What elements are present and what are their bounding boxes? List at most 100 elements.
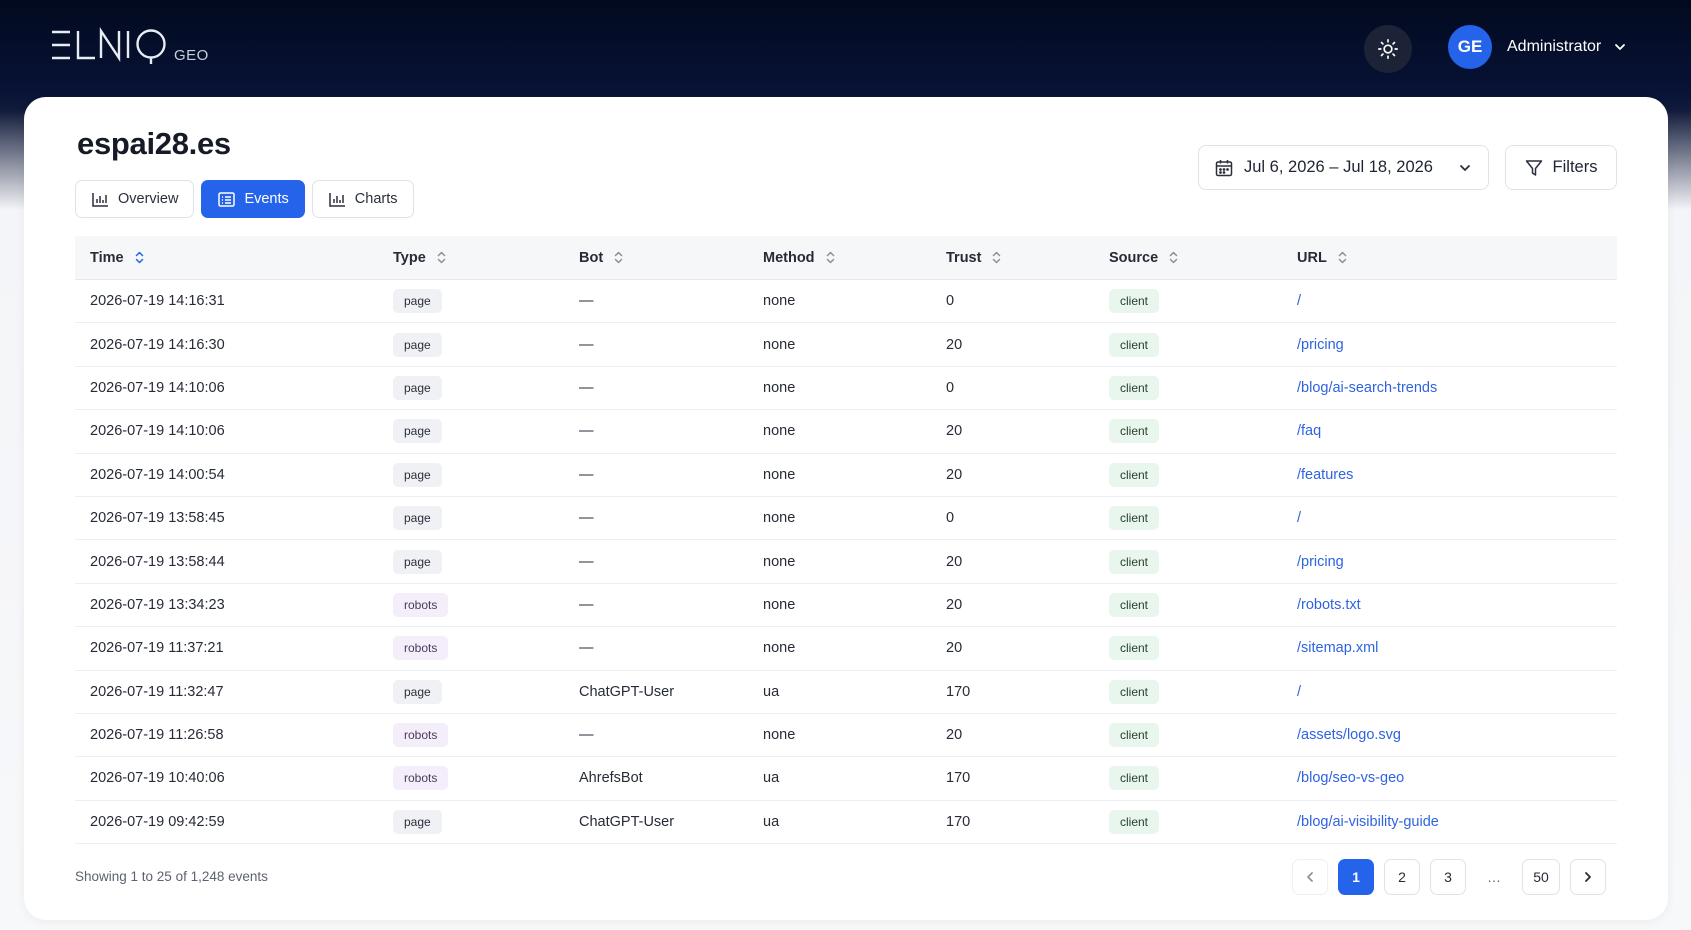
source-badge: client xyxy=(1109,332,1160,357)
page-ellipsis: … xyxy=(1476,859,1512,895)
table-row[interactable]: 2026-07-19 09:42:59 page ChatGPT-User ua 170… xyxy=(75,801,1617,845)
table-row[interactable]: 2026-07-19 11:37:21 robots — none 20 client/s… xyxy=(75,627,1617,671)
page-button[interactable]: 2 xyxy=(1384,859,1420,895)
table-row[interactable]: 2026-07-19 14:10:06 page — none 20 client/faq xyxy=(75,410,1617,454)
tab-charts-label: Charts xyxy=(354,191,398,207)
tab-overview[interactable]: Overview xyxy=(75,180,195,218)
cell-type: page xyxy=(393,506,579,531)
column-header-time[interactable]: Time xyxy=(75,250,393,266)
cell-trust: 20 xyxy=(946,553,963,570)
cell-source: client xyxy=(1109,419,1297,444)
table-row[interactable]: 2026-07-19 13:58:44 page — none 20 client/pri… xyxy=(75,540,1617,584)
page-title: espai28.es xyxy=(77,126,231,161)
table-row[interactable]: 2026-07-19 11:32:47 page ChatGPT-User ua 170… xyxy=(75,671,1617,714)
sort-icon xyxy=(1338,251,1347,264)
cell-time: 2026-07-19 14:16:30 xyxy=(90,336,225,353)
url-link[interactable]: / xyxy=(1297,683,1302,700)
cell-method: ua xyxy=(763,813,780,830)
type-badge: page xyxy=(393,332,442,357)
cell-method: none xyxy=(763,423,796,440)
next-page-button[interactable] xyxy=(1570,859,1606,895)
cell-url: /assets/logo.svg xyxy=(1297,727,1617,743)
url-link[interactable]: /faq xyxy=(1297,423,1322,440)
chevron-left-icon xyxy=(1307,872,1313,882)
cell-trust: 0 xyxy=(946,293,955,310)
url-link[interactable]: /robots.txt xyxy=(1297,596,1361,613)
cell-source: client xyxy=(1109,723,1297,748)
url-link[interactable]: /sitemap.xml xyxy=(1297,640,1379,657)
user-menu[interactable]: GE Administrator xyxy=(1448,25,1627,69)
logo-mark xyxy=(52,27,166,64)
cell-time: 2026-07-19 14:00:54 xyxy=(90,466,225,483)
table-row[interactable]: 2026-07-19 14:16:30 page — none 20 client/pri… xyxy=(75,323,1617,367)
cell-time: 2026-07-19 09:42:59 xyxy=(90,813,225,830)
url-link[interactable]: /blog/seo-vs-geo xyxy=(1297,770,1405,787)
type-badge: page xyxy=(393,549,442,574)
cell-time: 2026-07-19 14:16:31 xyxy=(90,293,225,310)
sort-icon xyxy=(135,251,143,264)
cell-type: page xyxy=(393,289,579,314)
cell-url: /blog/seo-vs-geo xyxy=(1297,770,1617,786)
url-link[interactable]: /assets/logo.svg xyxy=(1297,727,1401,744)
cell-trust: 170 xyxy=(946,770,971,787)
page-button[interactable]: 3 xyxy=(1430,859,1466,895)
column-header-url[interactable]: URL xyxy=(1297,250,1617,266)
sort-icon xyxy=(614,251,623,264)
column-header-source[interactable]: Source xyxy=(1109,250,1297,266)
cell-bot: ChatGPT-User xyxy=(579,683,675,700)
url-link[interactable]: /features xyxy=(1297,466,1354,483)
url-link[interactable]: /pricing xyxy=(1297,553,1344,570)
cell-source: client xyxy=(1109,506,1297,531)
column-header-method[interactable]: Method xyxy=(763,250,946,266)
tab-events[interactable]: Events xyxy=(201,180,305,218)
url-link[interactable]: /blog/ai-visibility-guide xyxy=(1297,813,1439,830)
sort-icon xyxy=(993,251,1001,264)
cell-trust: 170 xyxy=(946,813,971,830)
logo-sub: GEO xyxy=(174,47,209,64)
tab-events-label: Events xyxy=(244,191,289,207)
filters-button[interactable]: Filters xyxy=(1505,145,1617,190)
source-badge: client xyxy=(1109,462,1160,487)
cell-url: / xyxy=(1297,510,1617,526)
column-header-type[interactable]: Type xyxy=(393,250,579,266)
cell-source: client xyxy=(1109,332,1297,357)
page-button[interactable]: 50 xyxy=(1522,859,1560,895)
cell-trust: 170 xyxy=(946,683,971,700)
table-row[interactable]: 2026-07-19 11:26:58 robots — none 20 client/a… xyxy=(75,714,1617,758)
table-row[interactable]: 2026-07-19 14:10:06 page — none 0 client/blog… xyxy=(75,367,1617,411)
page-button[interactable]: 1 xyxy=(1338,859,1374,895)
prev-page-button[interactable] xyxy=(1292,859,1328,895)
url-link[interactable]: /blog/ai-search-trends xyxy=(1297,379,1438,396)
sort-icon xyxy=(826,251,834,264)
type-badge: page xyxy=(393,506,442,531)
cell-source: client xyxy=(1109,289,1297,314)
table-row[interactable]: 2026-07-19 14:16:31 page — none 0 client / xyxy=(75,280,1617,324)
cell-method: none xyxy=(763,553,796,570)
column-header-trust[interactable]: Trust xyxy=(946,250,1109,266)
url-link[interactable]: / xyxy=(1297,510,1302,527)
sort-icon xyxy=(437,251,446,264)
cell-url: /pricing xyxy=(1297,337,1617,353)
cell-type: page xyxy=(393,549,579,574)
table-row[interactable]: 2026-07-19 14:00:54 page — none 20 client/fea… xyxy=(75,454,1617,497)
date-range-picker[interactable]: Jul 6, 2026 – Jul 18, 2026 xyxy=(1198,145,1489,190)
tab-charts[interactable]: Charts xyxy=(311,180,414,218)
table-row[interactable]: 2026-07-19 10:40:06 robots AhrefsBot ua 170 c… xyxy=(75,757,1617,801)
table-row[interactable]: 2026-07-19 13:34:23 robots — none 20 client/r… xyxy=(75,584,1617,628)
type-badge: page xyxy=(393,462,442,487)
tab-overview-label: Overview xyxy=(118,191,179,207)
cell-time: 2026-07-19 13:34:23 xyxy=(90,596,225,613)
sort-icon xyxy=(1169,251,1178,264)
url-link[interactable]: / xyxy=(1297,293,1302,310)
logo[interactable]: GEO xyxy=(50,26,209,66)
type-badge: robots xyxy=(393,766,449,791)
url-link[interactable]: /pricing xyxy=(1297,336,1344,353)
table-row[interactable]: 2026-07-19 13:58:45 page — none 0 client / xyxy=(75,497,1617,541)
theme-toggle-button[interactable] xyxy=(1364,25,1412,73)
page-numbers: 1 2 3 … 50 xyxy=(1338,859,1560,895)
column-header-bot[interactable]: Bot xyxy=(579,250,763,266)
cell-trust: 20 xyxy=(946,596,963,613)
cell-bot: — xyxy=(579,640,594,657)
cell-bot: — xyxy=(579,293,594,310)
cell-source: client xyxy=(1109,766,1297,791)
